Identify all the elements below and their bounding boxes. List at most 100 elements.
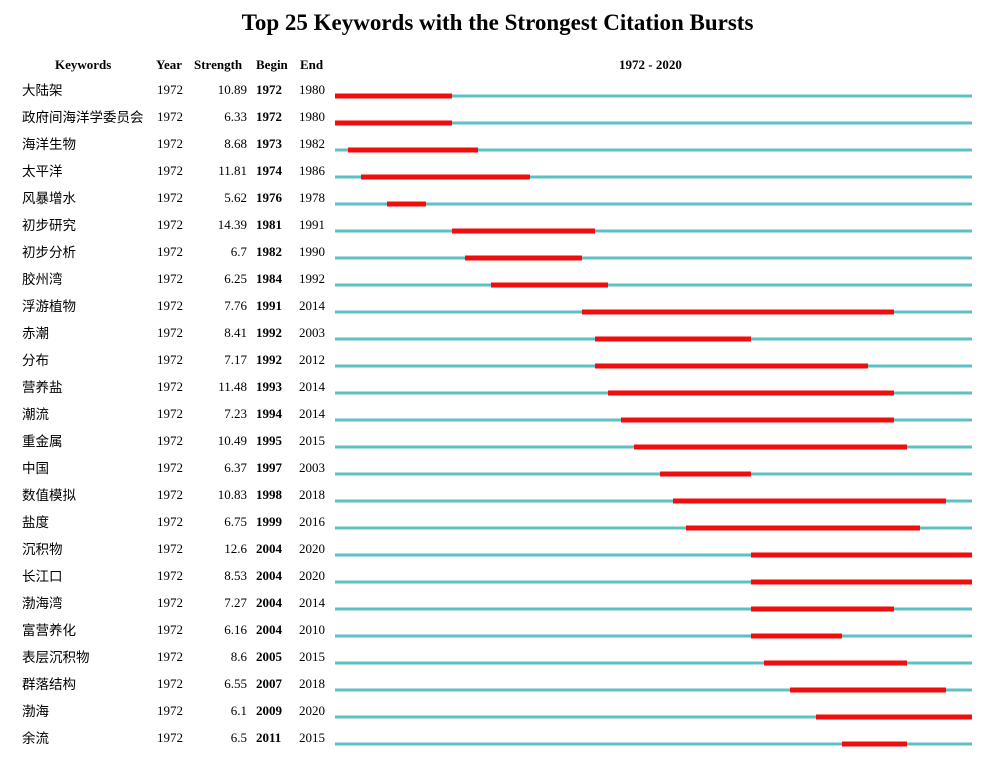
strength-value: 8.6 — [231, 649, 248, 664]
end-value: 1978 — [299, 190, 325, 205]
year-value: 1972 — [157, 136, 183, 151]
keyword-label: 沉积物 — [22, 542, 63, 558]
keyword-label: 盐度 — [22, 515, 49, 531]
year-value: 1972 — [157, 352, 183, 367]
year-value: 1972 — [157, 460, 183, 475]
begin-value: 1974 — [256, 163, 283, 178]
end-value: 1992 — [299, 271, 325, 286]
burst-bar — [751, 552, 972, 558]
begin-value: 2005 — [256, 649, 283, 664]
timeline-bar — [335, 175, 972, 179]
burst-bar — [751, 633, 842, 639]
begin-value: 1972 — [256, 82, 282, 97]
burst-bar — [335, 93, 452, 99]
begin-value: 1972 — [256, 109, 282, 124]
end-value: 2018 — [299, 487, 325, 502]
strength-value: 6.55 — [224, 676, 247, 691]
year-value: 1972 — [157, 298, 183, 313]
burst-bar — [361, 174, 530, 180]
strength-value: 5.62 — [224, 190, 247, 205]
end-value: 2020 — [299, 703, 325, 718]
year-value: 1972 — [157, 433, 183, 448]
keyword-label: 初步分析 — [22, 244, 76, 261]
chart-title: Top 25 Keywords with the Strongest Citat… — [241, 10, 754, 35]
strength-value: 10.83 — [218, 487, 247, 502]
timeline-bar — [335, 607, 972, 611]
year-value: 1972 — [157, 568, 183, 583]
begin-value: 2004 — [256, 595, 283, 610]
year-value: 1972 — [157, 163, 183, 178]
keyword-label: 表层沉积物 — [22, 650, 90, 666]
keyword-label: 富营养化 — [22, 622, 76, 639]
keyword-label: 余流 — [22, 730, 49, 747]
end-value: 2020 — [299, 541, 325, 556]
burst-bar — [790, 687, 946, 693]
year-value: 1972 — [157, 649, 183, 664]
burst-bar — [595, 363, 868, 369]
strength-value: 7.76 — [224, 298, 247, 313]
header-end: End — [300, 57, 324, 72]
year-value: 1972 — [157, 217, 183, 232]
burst-bar — [816, 714, 972, 720]
strength-value: 6.75 — [224, 514, 247, 529]
year-value: 1972 — [157, 595, 183, 610]
burst-bar — [634, 444, 907, 450]
strength-value: 6.16 — [224, 622, 247, 637]
keyword-label: 重金属 — [22, 434, 63, 450]
timeline-bar — [335, 229, 972, 233]
strength-value: 7.23 — [224, 406, 247, 421]
strength-value: 11.81 — [218, 163, 247, 178]
year-value: 1972 — [157, 730, 183, 745]
strength-value: 6.25 — [224, 271, 247, 286]
year-value: 1972 — [157, 244, 183, 259]
keyword-label: 太平洋 — [22, 164, 63, 180]
keyword-label: 风暴增水 — [22, 191, 76, 207]
end-value: 2003 — [299, 460, 325, 475]
burst-bar — [660, 471, 751, 477]
header-time-range: 1972 - 2020 — [619, 57, 682, 72]
strength-value: 6.37 — [224, 460, 247, 475]
end-value: 1986 — [299, 163, 326, 178]
year-value: 1972 — [157, 703, 183, 718]
header-strength: Strength — [194, 57, 243, 72]
burst-bar — [465, 255, 582, 261]
begin-value: 1982 — [256, 244, 282, 259]
begin-value: 2004 — [256, 622, 283, 637]
burst-bar — [621, 417, 894, 423]
strength-value: 6.7 — [231, 244, 248, 259]
strength-value: 6.1 — [231, 703, 247, 718]
burst-bar — [348, 147, 478, 153]
keyword-label: 海洋生物 — [22, 137, 76, 153]
end-value: 2014 — [299, 298, 326, 313]
begin-value: 1997 — [256, 460, 283, 475]
keyword-label: 营养盐 — [22, 380, 63, 396]
burst-bar — [491, 282, 608, 288]
keyword-label: 渤海湾 — [22, 595, 63, 612]
end-value: 2012 — [299, 352, 325, 367]
end-value: 2018 — [299, 676, 325, 691]
year-value: 1972 — [157, 541, 183, 556]
strength-value: 12.6 — [224, 541, 247, 556]
burst-bar — [452, 228, 595, 234]
end-value: 2015 — [299, 433, 325, 448]
burst-bar — [751, 579, 972, 585]
end-value: 2014 — [299, 595, 326, 610]
year-value: 1972 — [157, 271, 183, 286]
keyword-label: 潮流 — [22, 407, 49, 423]
header-year: Year — [156, 57, 182, 72]
strength-value: 6.5 — [231, 730, 247, 745]
end-value: 2010 — [299, 622, 325, 637]
begin-value: 2004 — [256, 541, 283, 556]
begin-value: 1993 — [256, 379, 283, 394]
year-value: 1972 — [157, 622, 183, 637]
strength-value: 11.48 — [218, 379, 247, 394]
timeline-bar — [335, 256, 972, 260]
header-begin: Begin — [256, 57, 288, 72]
begin-value: 1995 — [256, 433, 283, 448]
burst-bar — [387, 201, 426, 207]
timeline-bar — [335, 499, 972, 503]
burst-bar — [608, 390, 894, 396]
begin-value: 1992 — [256, 325, 282, 340]
burst-bar — [751, 606, 894, 612]
